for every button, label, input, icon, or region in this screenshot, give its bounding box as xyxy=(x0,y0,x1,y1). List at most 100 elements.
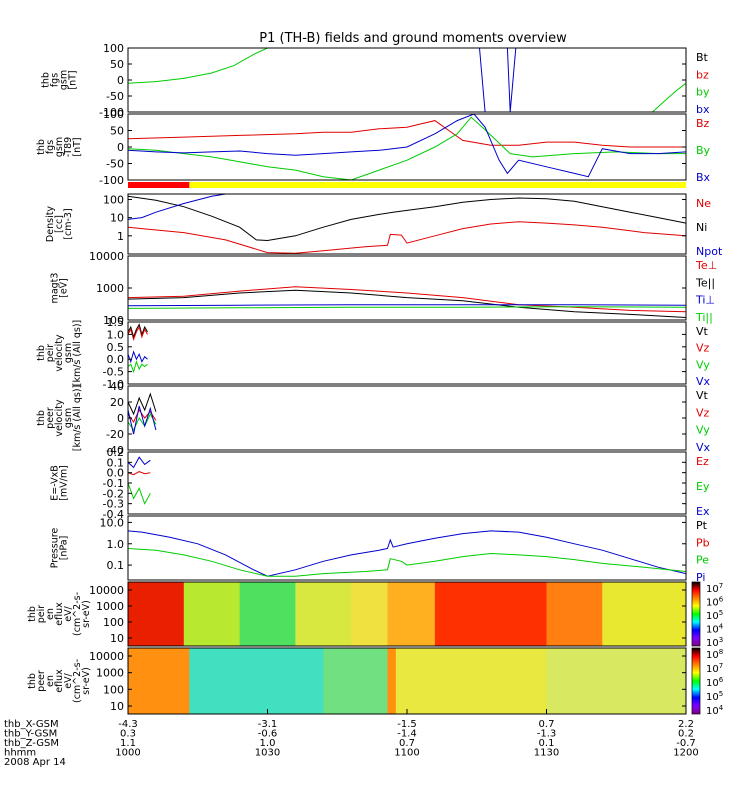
series-group xyxy=(128,456,151,505)
y-tick-label: 10000 xyxy=(89,584,124,597)
y-tick-label: 10000 xyxy=(89,250,124,263)
heatmap-segment xyxy=(387,648,397,714)
ephemeris-value: 1.1 xyxy=(120,738,136,749)
panel-frame xyxy=(127,255,687,321)
ephemeris-value: -3.1 xyxy=(258,719,278,730)
y-axis-label: magt3 xyxy=(50,273,61,304)
legend-entry: Ti⊥ xyxy=(695,294,715,307)
heatmap-segment xyxy=(546,648,687,714)
y-axis-label: gsm xyxy=(59,70,70,90)
heatmap-segment xyxy=(295,582,352,646)
legend-entry: Bz xyxy=(696,117,710,130)
series-Ne xyxy=(128,221,686,254)
legend-entry: Pi xyxy=(696,571,705,584)
series-Vy xyxy=(128,360,148,374)
panel-peir_spec: 10710610510410310000100010010thbpeirenef… xyxy=(27,581,724,649)
legend-entry: Ti|| xyxy=(695,311,713,324)
y-axis-label: -T89 xyxy=(63,137,74,157)
y-tick-label: -1.0 xyxy=(103,378,124,391)
panel-frame xyxy=(127,47,687,113)
colorbar-label: 104 xyxy=(706,623,724,636)
panel-temperature: 10000 1000 100 magt3[eV] Te⊥ Te|| Ti⊥ Ti|| xyxy=(50,250,718,327)
y-tick-label: -40 xyxy=(106,444,124,457)
ephemeris-value: -1.4 xyxy=(397,729,417,740)
legend-entry: Te⊥ xyxy=(695,259,717,272)
y-axis-label: en xyxy=(45,608,56,620)
series-Te⊥ xyxy=(128,286,686,313)
y-tick-label: -100 xyxy=(99,174,124,187)
panel-frame xyxy=(127,451,687,515)
y-axis-label: velocity xyxy=(54,399,65,437)
y-tick-label: 1000 xyxy=(96,282,124,295)
heatmap-segment xyxy=(183,582,241,646)
y-axis-label: gsm xyxy=(63,408,74,428)
y-tick-label: 10 xyxy=(110,212,124,225)
y-tick-label: 1.0 xyxy=(107,538,125,551)
series-group xyxy=(128,194,686,254)
series-Ti|| xyxy=(128,306,686,309)
ephemeris-value: -1.3 xyxy=(537,729,557,740)
y-axis-label: peir xyxy=(36,605,47,624)
legend-entry: Bt xyxy=(696,51,709,64)
legend-entry: Ne xyxy=(696,197,711,210)
series-group xyxy=(128,323,148,374)
y-axis-label: en xyxy=(45,675,56,687)
panel-frame xyxy=(127,515,687,581)
y-tick-label: -0.5 xyxy=(103,366,124,379)
ephemeris-value: 1100 xyxy=(394,748,419,759)
series-group xyxy=(128,530,686,577)
heatmap-segment xyxy=(351,582,388,646)
y-axis-label: thb xyxy=(41,72,52,88)
y-tick-label: 20 xyxy=(110,396,124,409)
legend-entry: Ni xyxy=(696,221,707,234)
y-axis-label: [cm-3] xyxy=(63,208,74,239)
y-axis-label: thb xyxy=(36,139,47,155)
y-tick-label: -0.1 xyxy=(103,477,124,490)
series-Vt xyxy=(128,392,157,416)
legend-entry: Pt xyxy=(696,519,708,532)
y-tick-label: 0 xyxy=(117,74,124,87)
heatmap-segment xyxy=(546,582,603,646)
heatmap-segment xyxy=(395,648,547,714)
ephemeris-value: 1.0 xyxy=(260,738,276,749)
colorbar-label: 105 xyxy=(706,690,723,703)
y-axis-label: Pressure xyxy=(50,528,61,569)
series-Vt xyxy=(128,323,148,339)
legend-entry: bx xyxy=(696,103,710,116)
y-tick-label: 100 xyxy=(103,683,124,696)
y-tick-label: 1000 xyxy=(96,600,124,613)
y-axis-label: Density xyxy=(45,206,56,242)
ephemeris-row-label: thb_Y-GSM xyxy=(4,729,57,740)
y-tick-label: 0.0 xyxy=(107,467,125,480)
y-tick-label: 50 xyxy=(110,125,124,138)
legend-entry: Te|| xyxy=(695,276,715,289)
y-tick-label: -0.2 xyxy=(103,487,124,500)
y-tick-label: 10.0 xyxy=(100,516,125,529)
ephemeris-date: 2008 Apr 14 xyxy=(4,757,66,768)
ephemeris-value: 0.7 xyxy=(399,738,415,749)
y-axis-label: gsm xyxy=(54,137,65,157)
y-tick-label: 100 xyxy=(103,193,124,206)
y-tick-label: 100 xyxy=(103,616,124,629)
y-axis-label: fgs xyxy=(50,73,61,87)
series-Bz xyxy=(128,120,686,148)
panel-frame xyxy=(127,321,687,385)
heatmap-segment xyxy=(434,582,547,646)
legend-entry: Ex xyxy=(696,505,710,518)
series-Pe xyxy=(128,548,686,577)
y-axis-label: E=-VxB xyxy=(50,465,61,500)
y-tick-label: 1.5 xyxy=(107,316,125,329)
y-tick-label: -0.4 xyxy=(103,508,124,521)
y-axis-label: eflux xyxy=(54,669,65,693)
heatmap-segment xyxy=(189,648,324,714)
mode-bar-segment xyxy=(128,182,190,188)
series-By xyxy=(128,116,686,180)
heatmap-segment xyxy=(128,648,190,714)
y-axis-label: [nPa] xyxy=(59,536,70,561)
y-tick-label: 0.1 xyxy=(107,559,125,572)
ephemeris-value: 0.7 xyxy=(539,719,555,730)
y-tick-label: 100 xyxy=(103,42,124,55)
